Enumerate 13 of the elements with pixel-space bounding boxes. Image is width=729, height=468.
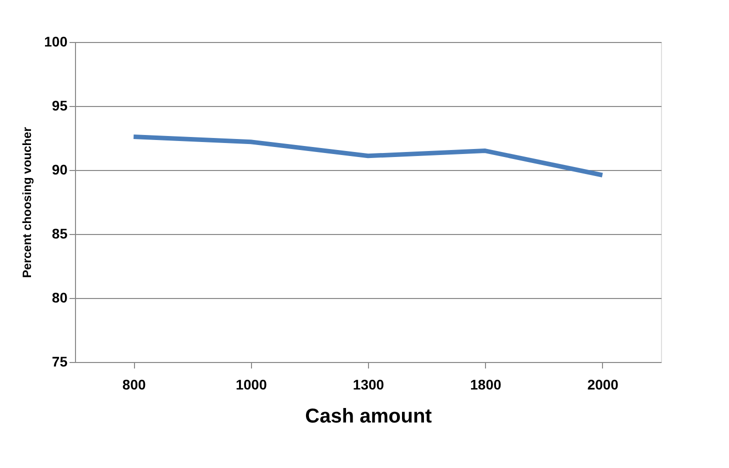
y-tick-label: 95: [52, 98, 68, 114]
x-tick-label: 2000: [587, 376, 619, 392]
y-tick-label: 100: [44, 34, 68, 50]
x-tick-label: 1300: [352, 376, 384, 392]
y-tick-label: 75: [52, 354, 68, 370]
x-tick-label: 800: [122, 376, 146, 392]
y-tick-label: 90: [52, 162, 68, 178]
x-tick-label: 1800: [470, 376, 502, 392]
x-axis-title: Cash amount: [305, 406, 432, 428]
y-axis-title: Percent choosing voucher: [20, 126, 34, 278]
y-tick-label: 80: [52, 290, 68, 306]
y-tick-label: 85: [52, 226, 68, 242]
x-tick-label: 1000: [236, 376, 268, 392]
